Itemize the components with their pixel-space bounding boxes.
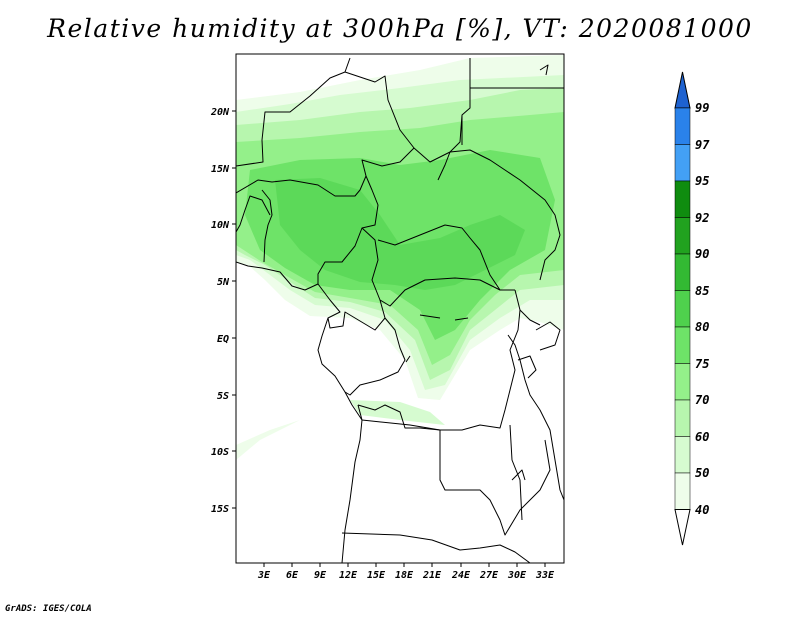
colorbar-label: 75 bbox=[695, 357, 709, 371]
colorbar-segment bbox=[674, 363, 691, 401]
colorbar-label: 85 bbox=[695, 284, 709, 298]
colorbar-label: 99 bbox=[695, 101, 709, 115]
colorbar-label: 70 bbox=[695, 393, 709, 407]
lat-label-eq: EQ bbox=[217, 334, 229, 345]
colorbar-label: 90 bbox=[695, 247, 709, 261]
lon-label-9e: 9E bbox=[314, 570, 327, 581]
country-borders bbox=[236, 57, 564, 563]
lon-label-15e: 15E bbox=[367, 570, 386, 581]
colorbar-segment bbox=[674, 107, 691, 145]
colorbar-label: 95 bbox=[695, 174, 709, 188]
lon-label-27e: 27E bbox=[479, 570, 499, 581]
colorbar-segment bbox=[674, 144, 691, 182]
colorbar-segment bbox=[674, 217, 691, 255]
colorbar-label: 50 bbox=[695, 466, 709, 480]
grads-credit: GrADS: IGES/COLA bbox=[5, 604, 92, 614]
colorbar-label: 60 bbox=[695, 430, 709, 444]
colorbar-label: 92 bbox=[695, 211, 709, 225]
lon-axis: 3E 6E 9E 12E 15E 18E 21E 24E 27E 30E 33E bbox=[257, 563, 555, 581]
lat-label-5s: 5S bbox=[217, 391, 229, 402]
colorbar-bottom-arrow bbox=[674, 509, 691, 546]
lon-label-3e: 3E bbox=[257, 570, 271, 581]
lon-label-12e: 12E bbox=[339, 570, 358, 581]
lat-label-15n: 15N bbox=[211, 164, 230, 175]
lon-label-33e: 33E bbox=[535, 570, 555, 581]
colorbar-segment bbox=[674, 399, 691, 437]
lat-label-10n: 10N bbox=[211, 220, 230, 231]
colorbar-segments bbox=[674, 107, 691, 510]
colorbar-top-arrow bbox=[674, 71, 691, 109]
colorbar-segment bbox=[674, 180, 691, 218]
lon-label-30e: 30E bbox=[507, 570, 527, 581]
humidity-shading bbox=[236, 55, 564, 460]
map-frame bbox=[235, 53, 565, 564]
lat-label-15s: 15S bbox=[211, 504, 229, 515]
lon-label-6e: 6E bbox=[286, 570, 299, 581]
colorbar-segment bbox=[674, 436, 691, 474]
lat-label-10s: 10S bbox=[211, 447, 229, 458]
colorbar-segment bbox=[674, 290, 691, 328]
lon-label-18e: 18E bbox=[395, 570, 414, 581]
colorbar-label: 97 bbox=[695, 138, 710, 152]
colorbar-segment bbox=[674, 253, 691, 291]
chart-title: Relative humidity at 300hPa [%], VT: 202… bbox=[47, 14, 753, 43]
lon-label-21e: 21E bbox=[422, 570, 442, 581]
shade-40-south bbox=[236, 420, 300, 460]
colorbar-label: 80 bbox=[695, 320, 709, 334]
colorbar-label: 40 bbox=[695, 503, 709, 517]
lat-label-20n: 20N bbox=[210, 107, 230, 118]
colorbar-segment bbox=[674, 326, 691, 364]
lat-axis: 20N 15N 10N 5N EQ 5S 10S 15S bbox=[210, 107, 236, 515]
colorbar: 99 97 95 92 90 85 80 75 70 60 50 40 bbox=[674, 71, 710, 546]
lon-label-24e: 24E bbox=[451, 570, 471, 581]
shade-50-south bbox=[350, 400, 445, 425]
lat-label-5n: 5N bbox=[217, 277, 230, 288]
colorbar-segment bbox=[674, 472, 691, 510]
